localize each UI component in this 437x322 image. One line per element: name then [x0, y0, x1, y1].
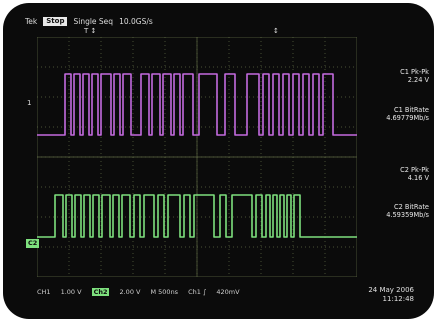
c1-pkpk-label: C1 Pk-Pk	[400, 68, 429, 76]
c2-bitrate-measurement: C2 BitRate 4.59359Mb/s	[365, 203, 429, 219]
ch1-scale: 1.00 V	[60, 288, 82, 296]
date-label: 24 May 2006	[368, 286, 414, 294]
oscilloscope-bezel: Tek Stop Single Seq 10.0GS/s T ↕ ↕ 1 C2 …	[3, 3, 434, 319]
c2-pkpk-value: 4.16 V	[407, 174, 429, 182]
settings-bar: CH1 1.00 V Ch2 2.00 V M 500ns Ch1 ∫ 420m…	[37, 286, 367, 298]
graticule-grid	[37, 37, 357, 277]
timebase: M 500ns	[150, 288, 179, 296]
sample-rate: 10.0GS/s	[119, 16, 153, 26]
trigger-source: Ch1 ∫	[188, 288, 207, 296]
date-time: 24 May 2006 11:12:48	[344, 286, 414, 304]
c2-pkpk-label: C2 Pk-Pk	[400, 166, 429, 174]
c1-pkpk-value: 2.24 V	[407, 76, 429, 84]
ch2-ground-marker: C2	[26, 239, 40, 248]
ch1-ground-marker: 1	[27, 99, 32, 107]
cursor-marker: ↕	[273, 27, 279, 35]
waveform-graticule	[37, 37, 357, 277]
trigger-level: 420mV	[216, 288, 240, 296]
c1-bitrate-label: C1 BitRate	[394, 106, 429, 114]
ch2-scale: 2.00 V	[119, 288, 141, 296]
c2-bitrate-label: C2 BitRate	[394, 203, 429, 211]
time-label: 11:12:48	[382, 295, 414, 303]
ch2-waveform	[37, 194, 357, 238]
acquisition-mode: Single Seq	[73, 16, 114, 26]
brand-label: Tek	[25, 16, 38, 26]
c1-bitrate-measurement: C1 BitRate 4.69779Mb/s	[365, 106, 429, 122]
ch2-label: Ch2	[91, 288, 110, 296]
waveform-display	[37, 37, 357, 277]
c1-bitrate-value: 4.69779Mb/s	[386, 114, 429, 122]
c1-pkpk-measurement: C1 Pk-Pk 2.24 V	[365, 68, 429, 84]
status-bar: Tek Stop Single Seq 10.0GS/s	[25, 15, 153, 27]
c2-bitrate-value: 4.59359Mb/s	[386, 211, 429, 219]
acquisition-status-badge: Stop	[43, 16, 68, 26]
c2-pkpk-measurement: C2 Pk-Pk 4.16 V	[365, 166, 429, 182]
ch1-label: CH1	[37, 288, 51, 296]
ch1-waveform	[37, 73, 357, 136]
trigger-position-marker: T ↕	[84, 27, 97, 35]
